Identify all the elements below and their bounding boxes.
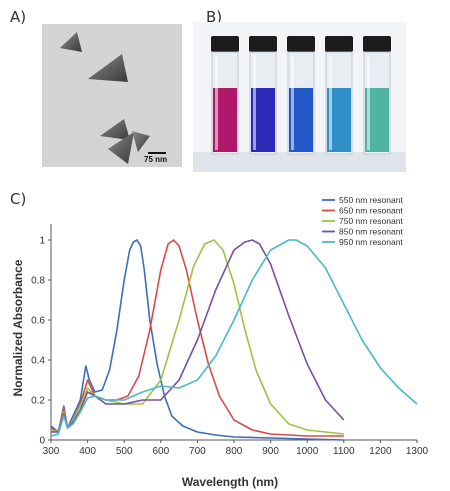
x-tick-label: 1200: [369, 446, 392, 457]
legend-item: 750 nm resonant: [322, 216, 403, 226]
y-tick-label: 0.8: [31, 276, 45, 287]
nanoplate-triangle: [60, 32, 82, 52]
y-axis-label: Normalized Absorbance: [11, 259, 25, 396]
y-tick-label: 0.6: [31, 316, 45, 327]
legend-label: 750 nm resonant: [339, 216, 403, 226]
vial-photo: [193, 22, 406, 172]
x-tick-label: 900: [262, 446, 279, 457]
vial: [325, 36, 353, 155]
vial-highlight: [367, 56, 370, 150]
absorbance-chart: Normalized Absorbance Wavelength (nm) 30…: [11, 195, 429, 489]
panel-b-label: B): [206, 8, 223, 26]
vial-cap: [211, 36, 239, 52]
legend-label: 850 nm resonant: [339, 227, 403, 237]
nanoplate-triangle: [100, 119, 130, 140]
scale-bar-label: 75 nm: [144, 155, 167, 164]
x-axis-label: Wavelength (nm): [182, 475, 278, 489]
nanoplate-triangle: [132, 131, 150, 152]
vial-highlight: [215, 56, 218, 150]
x-tick-label: 800: [226, 446, 243, 457]
x-tick-label: 1100: [333, 446, 355, 457]
x-tick-label: 1000: [296, 446, 319, 457]
series-line: [51, 239, 345, 433]
series-line: [50, 239, 344, 435]
vial: [363, 36, 391, 155]
y-tick-label: 0: [39, 436, 45, 447]
tem-micrograph: 75 nm: [42, 24, 182, 167]
panel-c-label: C): [10, 190, 27, 208]
series-line: [50, 239, 344, 441]
x-tick-label: 1300: [406, 446, 429, 457]
x-tick-label: 500: [116, 446, 133, 457]
vial-cap: [287, 36, 315, 52]
legend-item: 850 nm resonant: [322, 227, 403, 237]
legend-item: 950 nm resonant: [322, 237, 403, 247]
legend-item: 650 nm resonant: [322, 206, 403, 216]
nanoplate-triangle: [88, 54, 128, 82]
vial-highlight: [329, 56, 332, 150]
legend-label: 950 nm resonant: [339, 237, 403, 247]
vial: [287, 36, 315, 155]
y-tick-label: 0.2: [31, 396, 45, 407]
vial-cap: [325, 36, 353, 52]
scale-bar: [148, 152, 166, 154]
nanoplate-triangle: [108, 132, 134, 164]
series-line: [50, 239, 418, 437]
legend-label: 650 nm resonant: [339, 206, 403, 216]
vial-cap: [249, 36, 277, 52]
x-tick-label: 300: [43, 446, 60, 457]
y-tick-label: 0.4: [31, 356, 45, 367]
x-tick-label: 400: [79, 446, 96, 457]
vial-cap: [363, 36, 391, 52]
vial-highlight: [291, 56, 294, 150]
x-tick-label: 700: [189, 446, 206, 457]
vial: [211, 36, 239, 155]
legend-label: 550 nm resonant: [339, 195, 403, 205]
x-tick-label: 600: [152, 446, 169, 457]
vial: [249, 36, 277, 155]
vial-highlight: [253, 56, 256, 150]
panel-a-label: A): [10, 8, 27, 26]
legend-item: 550 nm resonant: [322, 195, 403, 205]
y-tick-label: 1: [39, 236, 45, 247]
